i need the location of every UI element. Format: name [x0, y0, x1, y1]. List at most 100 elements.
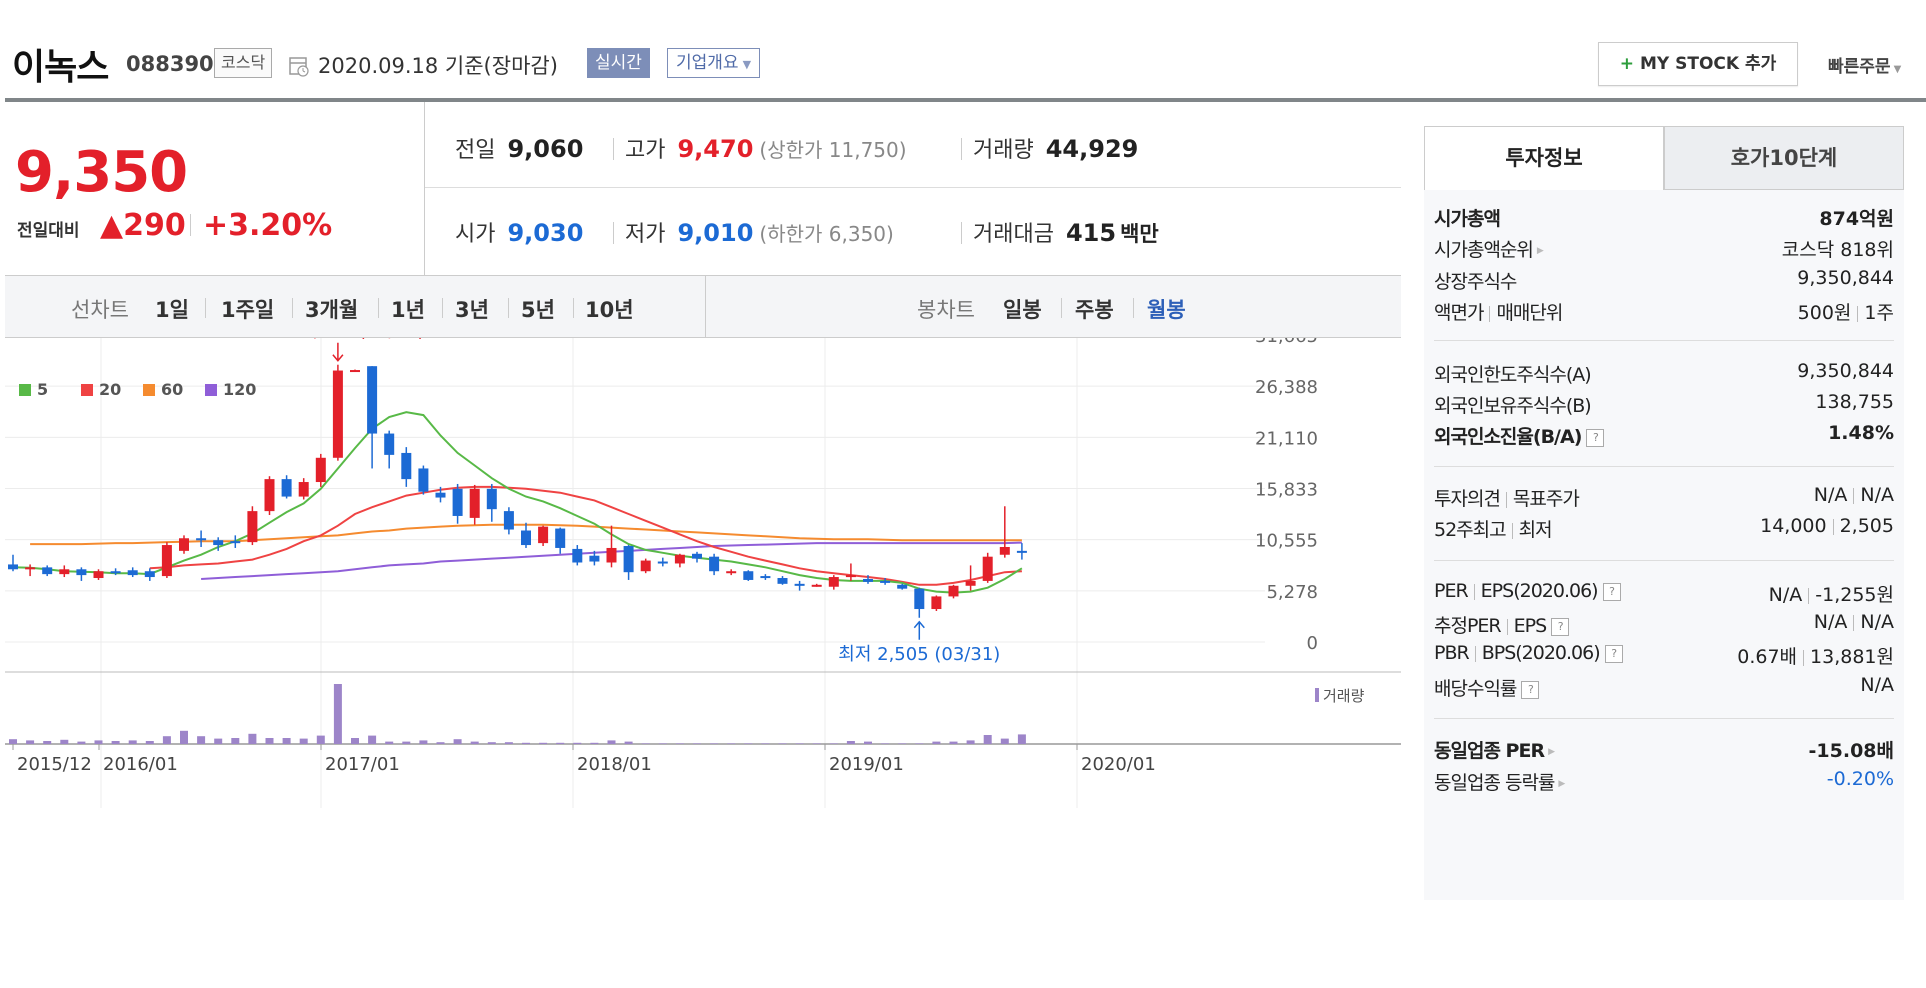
volume-bar: [522, 742, 530, 744]
volume-legend-label: 거래량: [1323, 687, 1365, 705]
info-value-wrap: 500원 1주: [1798, 298, 1894, 325]
volume-bar: [915, 743, 924, 744]
candle-body: [914, 588, 925, 610]
info-row-rank[interactable]: 시가총액순위 ▶ 코스닥 818위: [1434, 235, 1894, 265]
min-arrow-icon: [913, 620, 925, 640]
volume-bar: [539, 742, 548, 744]
candle-body: [384, 433, 395, 455]
stock-header: 이녹스 088390 코스닥 2020.09.18 기준(장마감) 실시간 기업…: [0, 0, 1926, 100]
candle: [623, 545, 634, 580]
help-icon[interactable]: ?: [1602, 582, 1621, 601]
info-value: -15.08배: [1808, 740, 1894, 762]
candle: [845, 563, 856, 581]
period-3m[interactable]: 3개월: [305, 298, 359, 322]
candle-body: [76, 569, 87, 576]
candle: [589, 550, 600, 566]
candle: [555, 527, 566, 554]
info-row-est-per: 추정PER EPS? N/A N/A: [1434, 611, 1894, 641]
candle-body: [777, 578, 788, 584]
y-tick-label: 31,665: [1255, 338, 1318, 347]
candle: [127, 567, 138, 578]
candle-body: [25, 567, 36, 570]
volume-bar: [419, 740, 428, 744]
realtime-button[interactable]: 실시간: [587, 48, 650, 78]
volume-bar: [641, 743, 650, 744]
candle-body: [486, 488, 497, 510]
period-1y[interactable]: 1년: [391, 298, 425, 322]
candle-daily[interactable]: 일봉: [1003, 298, 1042, 322]
volume-bar: [162, 736, 171, 744]
info-tabs: 투자정보 호가10단계: [1424, 126, 1904, 190]
info-row-sector-per[interactable]: 동일업종 PER ▶ -15.08배: [1434, 736, 1894, 766]
candle-body: [709, 556, 720, 572]
chart-svg: 31,665 26,388 21,110 15,833 10,555 5,278 0 5 20 6…: [5, 338, 1401, 988]
change-amount: ▲290: [100, 208, 186, 243]
candle: [298, 478, 309, 500]
candle-chart-label: 봉차트: [917, 298, 975, 322]
candle-body: [589, 555, 600, 562]
candle-body: [161, 545, 172, 577]
volume-bar: [744, 743, 753, 744]
header-divider: [5, 98, 1926, 102]
tab-investment-info[interactable]: 투자정보: [1424, 126, 1664, 190]
help-icon[interactable]: ?: [1551, 617, 1570, 636]
help-icon[interactable]: ?: [1586, 428, 1605, 447]
volume-bar: [351, 738, 359, 744]
volume-bar: [128, 740, 137, 744]
divider: [613, 222, 614, 244]
info-row-sector-rate[interactable]: 동일업종 등락률 ▶ -0.20%: [1434, 768, 1894, 798]
info-label: 배당수익률: [1434, 678, 1517, 700]
info-label: 시가총액: [1434, 208, 1501, 230]
volume-bar: [829, 743, 838, 744]
tab-order-book[interactable]: 호가10단계: [1664, 126, 1904, 190]
candle: [401, 447, 412, 487]
info-value: 138,755: [1815, 391, 1894, 413]
company-overview-button[interactable]: 기업개요 ▼: [667, 48, 761, 78]
volume-bar: [180, 730, 188, 744]
candle: [281, 475, 292, 499]
add-mystock-button[interactable]: + MY STOCK 추가: [1598, 42, 1798, 86]
quick-order-button[interactable]: 빠른주문 ▼: [1828, 52, 1901, 77]
info-label: EPS(2020.06): [1480, 580, 1599, 602]
candle-monthly[interactable]: 월봉: [1147, 298, 1186, 322]
y-tick-label: 0: [1307, 633, 1318, 654]
volume-bar: [983, 735, 992, 744]
chevron-right-icon: ▶: [1536, 245, 1544, 256]
candle-body: [692, 553, 702, 559]
info-row-market-cap: 시가총액 874억원: [1434, 204, 1894, 234]
period-1w[interactable]: 1주일: [221, 298, 275, 322]
candle-body: [572, 548, 583, 563]
volume-bar: [693, 743, 701, 744]
help-icon[interactable]: ?: [1521, 680, 1540, 699]
candle-body: [931, 596, 942, 610]
period-3y[interactable]: 3년: [455, 298, 489, 322]
info-value: -0.20%: [1826, 768, 1894, 790]
info-row-dividend: 배당수익률? N/A: [1434, 674, 1894, 704]
info-label: 52주최고: [1434, 519, 1507, 541]
candle-body: [315, 457, 326, 483]
volume-bar: [248, 733, 257, 744]
divider: [508, 298, 509, 318]
candle-weekly[interactable]: 주봉: [1075, 298, 1114, 322]
help-icon[interactable]: ?: [1604, 644, 1623, 663]
info-row-52week: 52주최고 최저 14,000 2,505: [1434, 515, 1894, 545]
info-label-wrap: 동일업종 등락률 ▶: [1434, 768, 1565, 795]
period-10y[interactable]: 10년: [585, 298, 634, 322]
candle-body: [418, 468, 429, 492]
volume-legend-swatch: [1315, 688, 1319, 702]
candlestick-chart[interactable]: 31,665 26,388 21,110 15,833 10,555 5,278 0 5 20 6…: [5, 338, 1401, 988]
chevron-down-icon: ▼: [1893, 64, 1902, 75]
stat-prev: 전일 9,060: [455, 132, 583, 164]
candle: [76, 567, 87, 581]
volume-bar: [487, 742, 496, 744]
period-5y[interactable]: 5년: [521, 298, 555, 322]
info-label: 동일업종 PER: [1434, 740, 1545, 762]
info-label: PER: [1434, 580, 1469, 602]
volume-bar: [265, 738, 274, 744]
ma20-line: [149, 485, 1022, 586]
candle-body: [794, 583, 805, 586]
divider: [1473, 583, 1475, 600]
period-1d[interactable]: 1일: [155, 298, 189, 322]
stat-volume: 거래량 44,929: [973, 132, 1138, 164]
divider: [425, 187, 1401, 188]
